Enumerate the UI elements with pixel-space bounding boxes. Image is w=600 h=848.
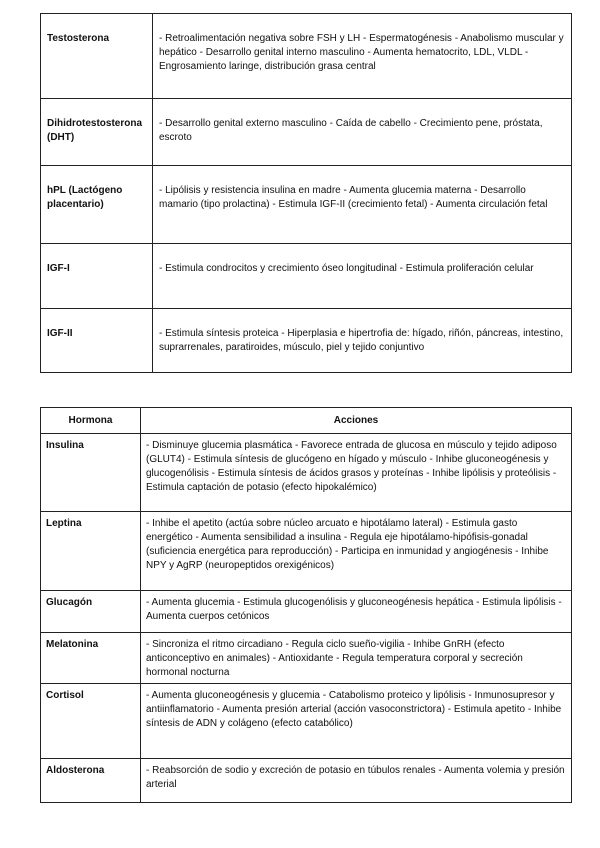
hormone-name: Melatonina xyxy=(40,632,141,684)
hormone-actions: - Reabsorción de sodio y excreción de po… xyxy=(140,758,572,803)
hormone-actions: - Desarrollo genital externo masculino -… xyxy=(152,98,572,166)
table-row: Insulina - Disminuye glucemia plasmática … xyxy=(40,433,572,512)
table-row: Aldosterona - Reabsorción de sodio y excr… xyxy=(40,758,572,803)
hormone-actions: - Aumenta glucemia - Estimula glucogenól… xyxy=(140,590,572,633)
hormone-name: Insulina xyxy=(40,433,141,512)
hormone-actions: - Sincroniza el ritmo circadiano - Regul… xyxy=(140,632,572,684)
hormone-name: Cortisol xyxy=(40,683,141,759)
table-row: Testosterona - Retroalimentación negativa… xyxy=(40,13,572,99)
hormone-actions: - Aumenta gluconeogénesis y glucemia - C… xyxy=(140,683,572,759)
hormone-actions: - Estimula síntesis proteica - Hiperplas… xyxy=(152,308,572,373)
hormone-actions: - Inhibe el apetito (actúa sobre núcleo … xyxy=(140,511,572,591)
table-row: Melatonina - Sincroniza el ritmo circadia… xyxy=(40,632,572,684)
table-header-row: Hormona Acciones xyxy=(40,407,572,434)
hormone-actions: - Lipólisis y resistencia insulina en ma… xyxy=(152,165,572,244)
hormone-name: Dihidrotestosterona (DHT) xyxy=(40,98,153,166)
hormone-table-1: Testosterona - Retroalimentación negativa… xyxy=(40,13,572,373)
hormone-name: IGF-I xyxy=(40,243,153,309)
column-header-acciones: Acciones xyxy=(140,407,572,434)
table-row: IGF-I - Estimula condrocitos y crecimient… xyxy=(40,243,572,309)
hormone-name: Aldosterona xyxy=(40,758,141,803)
table-row: hPL (Lactógeno placentario) - Lipólisis y… xyxy=(40,165,572,244)
column-header-hormona: Hormona xyxy=(40,407,141,434)
table-row: IGF-II - Estimula síntesis proteica - Hip… xyxy=(40,308,572,373)
hormone-name: Testosterona xyxy=(40,13,153,99)
table-row: Glucagón - Aumenta glucemia - Estimula gl… xyxy=(40,590,572,633)
hormone-table-2: Hormona Acciones Insulina - Disminuye glu… xyxy=(40,407,572,803)
hormone-actions: - Retroalimentación negativa sobre FSH y… xyxy=(152,13,572,99)
hormone-name: hPL (Lactógeno placentario) xyxy=(40,165,153,244)
table-row: Leptina - Inhibe el apetito (actúa sobre … xyxy=(40,511,572,591)
hormone-actions: - Estimula condrocitos y crecimiento óse… xyxy=(152,243,572,309)
table-row: Dihidrotestosterona (DHT) - Desarrollo ge… xyxy=(40,98,572,166)
hormone-name: IGF-II xyxy=(40,308,153,373)
hormone-name: Leptina xyxy=(40,511,141,591)
hormone-name: Glucagón xyxy=(40,590,141,633)
table-row: Cortisol - Aumenta gluconeogénesis y gluc… xyxy=(40,683,572,759)
hormone-actions: - Disminuye glucemia plasmática - Favore… xyxy=(140,433,572,512)
